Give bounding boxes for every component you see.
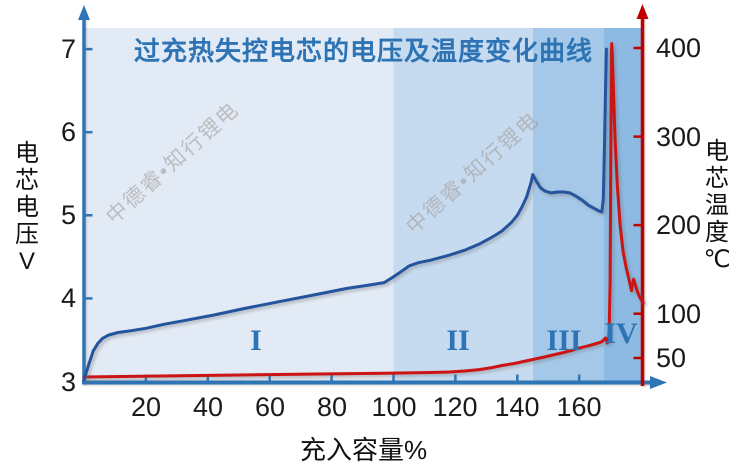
right-tick-label: 400 xyxy=(656,33,702,63)
axis-title-char: ℃ xyxy=(703,246,731,273)
x-tick-label: 160 xyxy=(556,392,602,422)
right-tick-label: 50 xyxy=(656,343,687,373)
temperature-curve xyxy=(82,42,645,379)
right-axis-arrow-icon xyxy=(636,4,649,19)
chart-title: 过充热失控电芯的电压及温度变化曲线 xyxy=(133,36,593,66)
left-tick-label: 6 xyxy=(60,117,76,147)
x-tick-label: 60 xyxy=(254,392,286,422)
axis-title-char: 芯 xyxy=(705,165,729,192)
x-tick-label: 20 xyxy=(130,392,162,422)
right-axis-title: 电芯温度 ℃ xyxy=(698,138,736,273)
right-tick-label: 200 xyxy=(656,210,702,240)
axis-title-char: V xyxy=(18,248,35,275)
left-tick-label: 3 xyxy=(60,367,76,397)
axis-title-char: 电 xyxy=(15,194,39,221)
right-tick-label: 300 xyxy=(656,122,702,152)
left-tick-label: 7 xyxy=(60,34,76,64)
x-tick-label: 120 xyxy=(432,392,478,422)
x-axis-title: 充入容量% xyxy=(299,435,428,465)
x-tick-label: 140 xyxy=(494,392,540,422)
region-band-III xyxy=(532,28,604,382)
axis-title-char: 温 xyxy=(705,192,729,219)
x-tick-label: 40 xyxy=(192,392,224,422)
right-tick-label: 100 xyxy=(656,299,702,329)
region-label-II: II xyxy=(446,324,470,357)
region-label-IV: IV xyxy=(604,317,638,350)
axis-title-char: 电 xyxy=(15,140,39,167)
left-tick-label: 4 xyxy=(60,283,76,313)
axis-title-char: 电 xyxy=(705,138,729,165)
region-band-I xyxy=(84,28,394,382)
region-label-I: I xyxy=(250,324,262,357)
x-axis-arrow-icon xyxy=(650,376,667,389)
axis-title-char: 芯 xyxy=(15,167,39,194)
x-tick-label: 80 xyxy=(316,392,348,422)
axis-title-char: 压 xyxy=(15,221,39,248)
left-tick-label: 5 xyxy=(60,200,76,230)
left-axis-arrow-icon xyxy=(78,5,90,20)
voltage-curve xyxy=(82,47,608,382)
region-label-III: III xyxy=(546,324,582,357)
x-tick-label: 100 xyxy=(371,392,417,422)
region-band-II xyxy=(393,28,533,382)
axis-title-char: 度 xyxy=(705,219,729,246)
